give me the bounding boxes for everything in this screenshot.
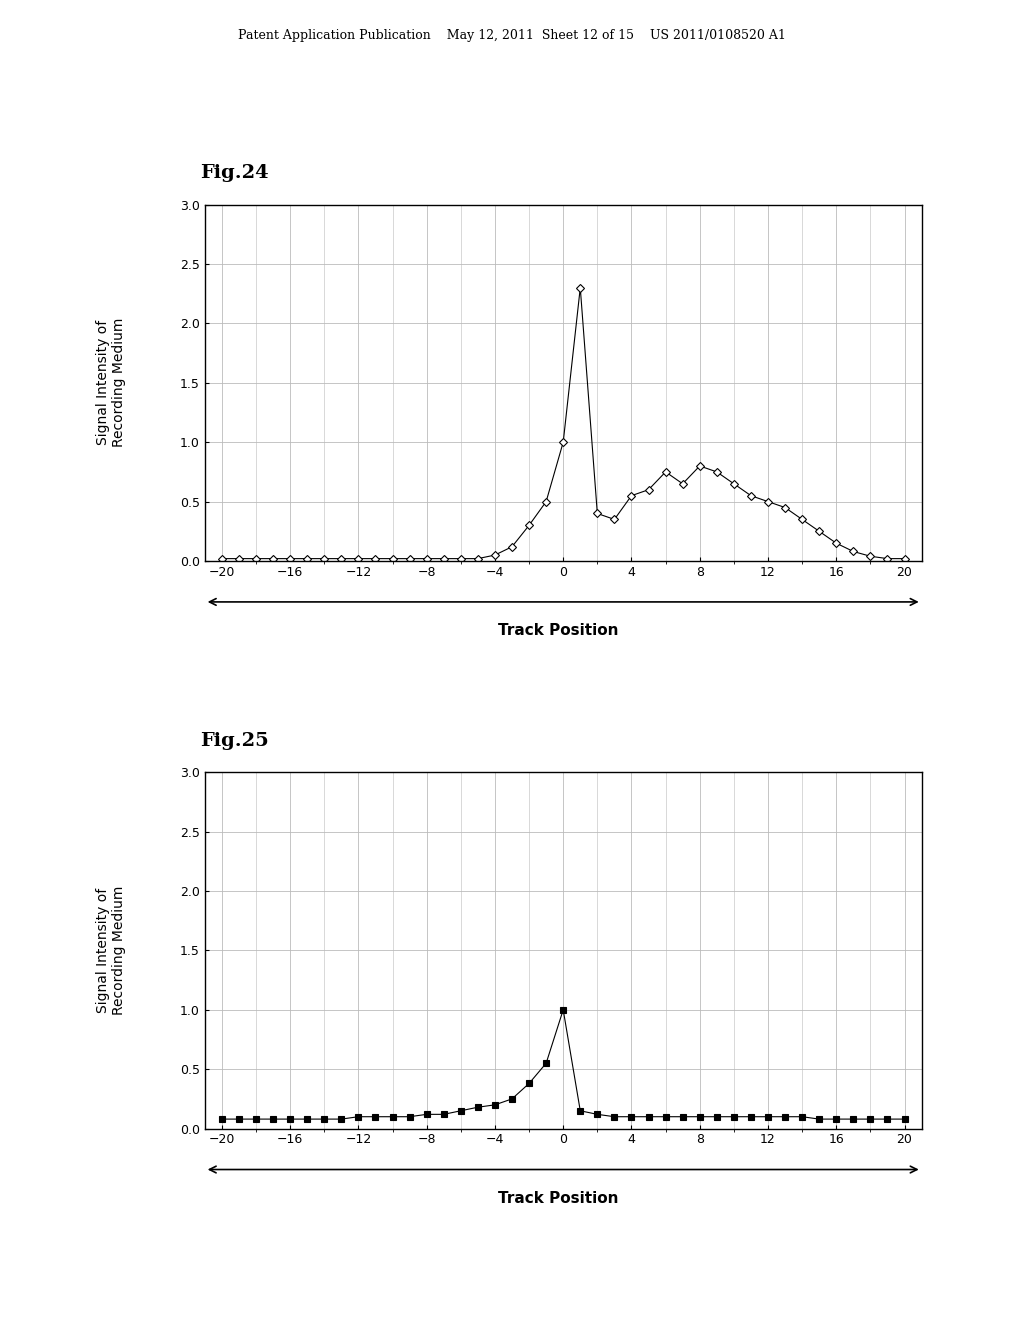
Text: Track Position: Track Position <box>498 623 618 638</box>
Y-axis label: Signal Intensity of
Recording Medium: Signal Intensity of Recording Medium <box>96 886 126 1015</box>
Y-axis label: Signal Intensity of
Recording Medium: Signal Intensity of Recording Medium <box>96 318 126 447</box>
Text: Track Position: Track Position <box>498 1191 618 1205</box>
Text: Fig.25: Fig.25 <box>200 731 268 750</box>
Text: Fig.24: Fig.24 <box>200 164 268 182</box>
Text: Patent Application Publication    May 12, 2011  Sheet 12 of 15    US 2011/010852: Patent Application Publication May 12, 2… <box>238 29 786 42</box>
